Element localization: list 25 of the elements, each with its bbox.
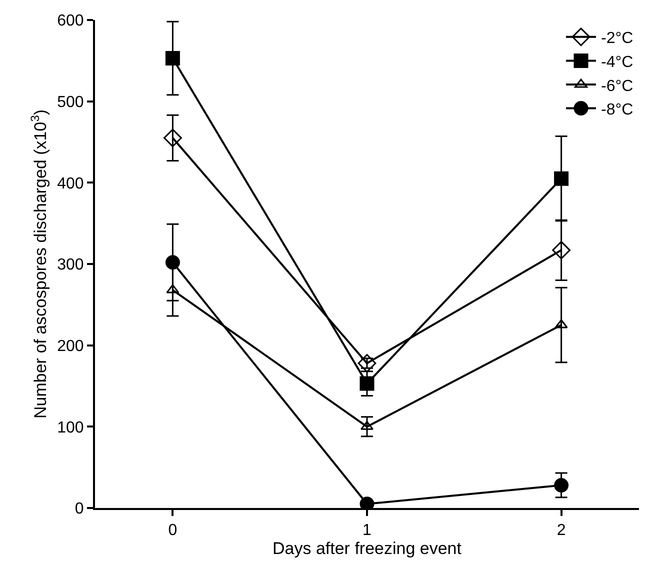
- point: [166, 284, 180, 294]
- y-tick-label: 300: [57, 256, 84, 274]
- point: [552, 240, 570, 260]
- y-tick-label: 400: [57, 175, 84, 192]
- legend-label: -4°C: [601, 54, 634, 71]
- point: [165, 255, 180, 270]
- x-tick-label: 0: [168, 522, 178, 540]
- legend-label: -8°C: [601, 102, 634, 119]
- y-tick-label: 0: [74, 500, 84, 518]
- x-tick-label: 2: [556, 522, 566, 540]
- x-axis-title: Days after freezing event: [272, 539, 462, 558]
- y-tick-label: 100: [57, 419, 84, 436]
- point: [554, 319, 568, 328]
- x-tick-label: 1: [362, 522, 372, 540]
- y-tick-label: 200: [57, 338, 84, 355]
- point: [554, 478, 569, 492]
- y-tick-label: 500: [57, 94, 84, 111]
- point: [164, 128, 182, 148]
- point: [358, 354, 376, 372]
- y-tick-label: 600: [57, 12, 84, 30]
- point: [554, 171, 569, 186]
- point: [360, 376, 374, 391]
- point: [165, 50, 180, 66]
- legend-label: -2°C: [601, 30, 634, 48]
- legend-label: -6°C: [601, 78, 634, 95]
